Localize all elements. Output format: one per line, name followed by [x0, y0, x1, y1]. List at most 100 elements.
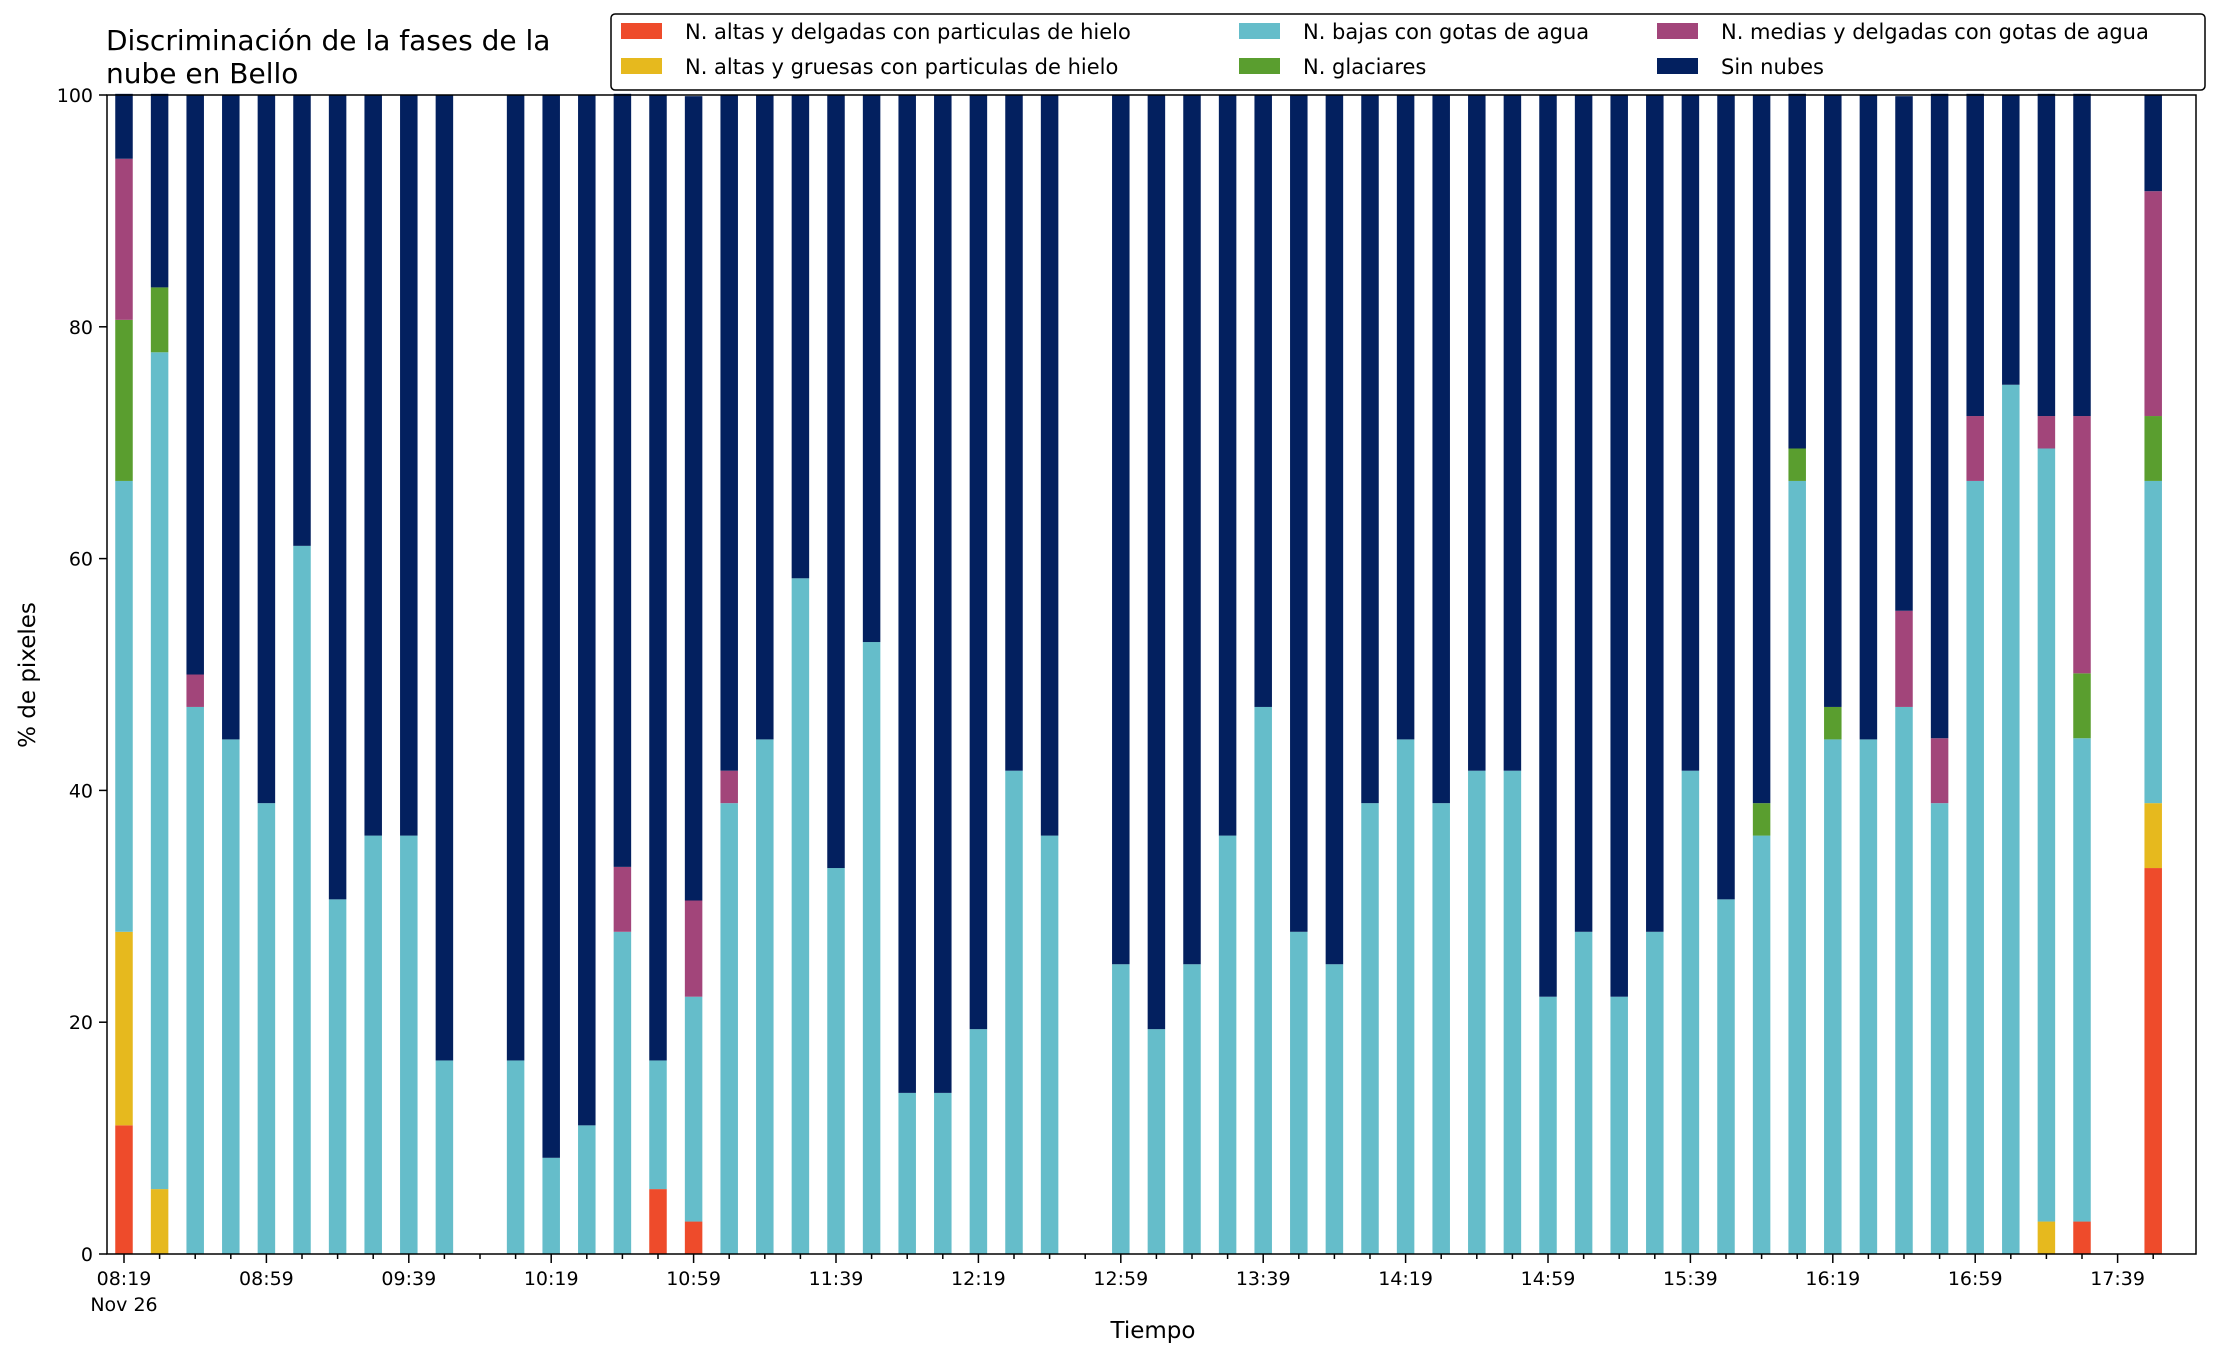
legend: N. altas y delgadas con particulas de hi…	[610, 13, 2206, 91]
bar-segment-21-5	[862, 95, 881, 643]
bar-segment-36-2	[1396, 739, 1415, 1254]
bar-segment-1-3	[150, 287, 169, 353]
legend-label-5: Sin nubes	[1721, 55, 1824, 79]
bar-segment-53-5	[2002, 95, 2020, 385]
bar-segment-6-5	[328, 95, 347, 900]
y-tick-label-2: 40	[69, 780, 93, 802]
bar-segment-57-1	[2144, 803, 2162, 869]
bar-segment-0-3	[115, 319, 133, 481]
bar-segment-44-5	[1681, 95, 1700, 771]
bar-segment-13-5	[578, 95, 596, 1126]
bar-segment-42-2	[1610, 996, 1628, 1254]
x-tick-label-9: 14:19	[1378, 1268, 1433, 1290]
x-tick-label-14: 17:39	[2090, 1268, 2145, 1290]
bar-segment-52-2	[1966, 480, 1984, 1254]
bar-segment-11-5	[506, 95, 525, 1061]
bar-segment-33-5	[1290, 95, 1308, 932]
bar-segment-39-2	[1503, 770, 1522, 1254]
bar-segment-20-2	[827, 868, 845, 1254]
bar-segment-16-2	[684, 996, 703, 1222]
chart-title-line-2: nube en Bello	[106, 57, 298, 90]
bar-segment-12-5	[542, 95, 560, 1158]
x-tick-label-1: 08:59	[239, 1268, 294, 1290]
bar-segment-21-2	[862, 642, 881, 1254]
y-tick-label-4: 80	[69, 317, 93, 339]
y-axis: 0 20 40 60 80 100	[57, 85, 107, 1266]
legend-swatch-3	[1239, 58, 1280, 74]
bar-segment-35-2	[1361, 803, 1379, 1254]
bar-segment-19-2	[791, 578, 810, 1254]
bar-segment-18-2	[756, 739, 774, 1254]
bar-segment-54-4	[2037, 416, 2056, 449]
bar-segment-30-5	[1183, 95, 1201, 965]
bar-segment-57-3	[2144, 416, 2162, 481]
bar-segment-54-5	[2037, 93, 2056, 417]
legend-swatch-5	[1657, 58, 1698, 74]
bar-segment-0-4	[115, 158, 133, 320]
bar-segment-46-5	[1752, 95, 1771, 804]
bar-segment-49-2	[1859, 739, 1878, 1254]
bar-segment-16-5	[684, 96, 703, 901]
bar-segment-29-2	[1147, 1029, 1166, 1254]
bar-segment-16-0	[684, 1221, 703, 1254]
bar-segment-57-5	[2144, 95, 2162, 192]
y-tick-label-3: 60	[69, 549, 93, 571]
y-tick-label-0: 0	[81, 1244, 93, 1266]
bar-segment-17-5	[720, 95, 738, 771]
bar-segment-1-2	[150, 352, 169, 1190]
bar-segment-0-2	[115, 480, 133, 932]
bar-segment-31-2	[1218, 835, 1237, 1254]
bar-segment-46-2	[1752, 835, 1771, 1254]
bar-segment-55-3	[2073, 673, 2091, 739]
x-tick-label-11: 15:39	[1663, 1268, 1718, 1290]
bar-segment-16-4	[684, 900, 703, 997]
bar-segment-51-5	[1930, 93, 1949, 739]
legend-box	[610, 13, 2206, 91]
bar-segment-13-2	[578, 1125, 596, 1254]
bar-segment-37-5	[1432, 95, 1450, 804]
bar-segment-22-2	[898, 1092, 916, 1254]
bar-segment-14-2	[613, 931, 632, 1254]
x-tick-label-4: 10:59	[666, 1268, 721, 1290]
bar-segment-42-5	[1610, 95, 1628, 997]
legend-label-1: N. altas y gruesas con particulas de hie…	[685, 55, 1118, 79]
bar-segment-50-4	[1895, 610, 1913, 707]
bar-segment-4-5	[257, 95, 276, 804]
legend-label-2: N. bajas con gotas de agua	[1303, 20, 1589, 44]
bar-segment-34-5	[1325, 95, 1344, 965]
bar-segment-5-2	[293, 545, 311, 1254]
bar-segment-39-5	[1503, 95, 1522, 771]
bar-segment-55-2	[2073, 738, 2091, 1222]
bar-segment-54-1	[2037, 1221, 2056, 1254]
bar-segment-15-5	[649, 95, 667, 1061]
bar-segment-48-5	[1824, 95, 1842, 707]
bar-segment-24-5	[969, 95, 988, 1030]
bar-segment-43-5	[1646, 95, 1664, 932]
bar-segment-50-2	[1895, 706, 1913, 1254]
legend-label-3: N. glaciares	[1303, 55, 1426, 79]
bar-segment-49-5	[1859, 95, 1878, 740]
bar-segment-2-4	[186, 674, 204, 707]
bar-segment-51-4	[1930, 738, 1949, 804]
bar-segment-1-5	[150, 93, 169, 288]
bar-segment-38-2	[1468, 770, 1486, 1254]
bar-segment-23-2	[934, 1092, 952, 1254]
bar-segment-32-2	[1254, 706, 1272, 1254]
bar-segment-31-5	[1218, 95, 1237, 836]
legend-label-0: N. altas y delgadas con particulas de hi…	[685, 20, 1131, 44]
plot-frame	[106, 94, 2197, 1255]
bar-segment-35-5	[1361, 95, 1379, 804]
bar-segment-45-5	[1717, 95, 1735, 900]
bar-segment-54-2	[2037, 448, 2056, 1222]
bar-segment-55-5	[2073, 93, 2091, 417]
bar-segment-48-2	[1824, 739, 1842, 1254]
bar-segment-46-3	[1752, 803, 1771, 836]
legend-swatch-4	[1657, 23, 1698, 39]
bar-segment-15-0	[649, 1189, 667, 1254]
bar-segment-53-2	[2002, 384, 2020, 1254]
bar-segment-9-5	[435, 95, 454, 1061]
y-tick-label-1: 20	[69, 1012, 93, 1034]
y-tick-label-5: 100	[57, 85, 93, 107]
legend-label-4: N. medias y delgadas con gotas de agua	[1721, 20, 2149, 44]
